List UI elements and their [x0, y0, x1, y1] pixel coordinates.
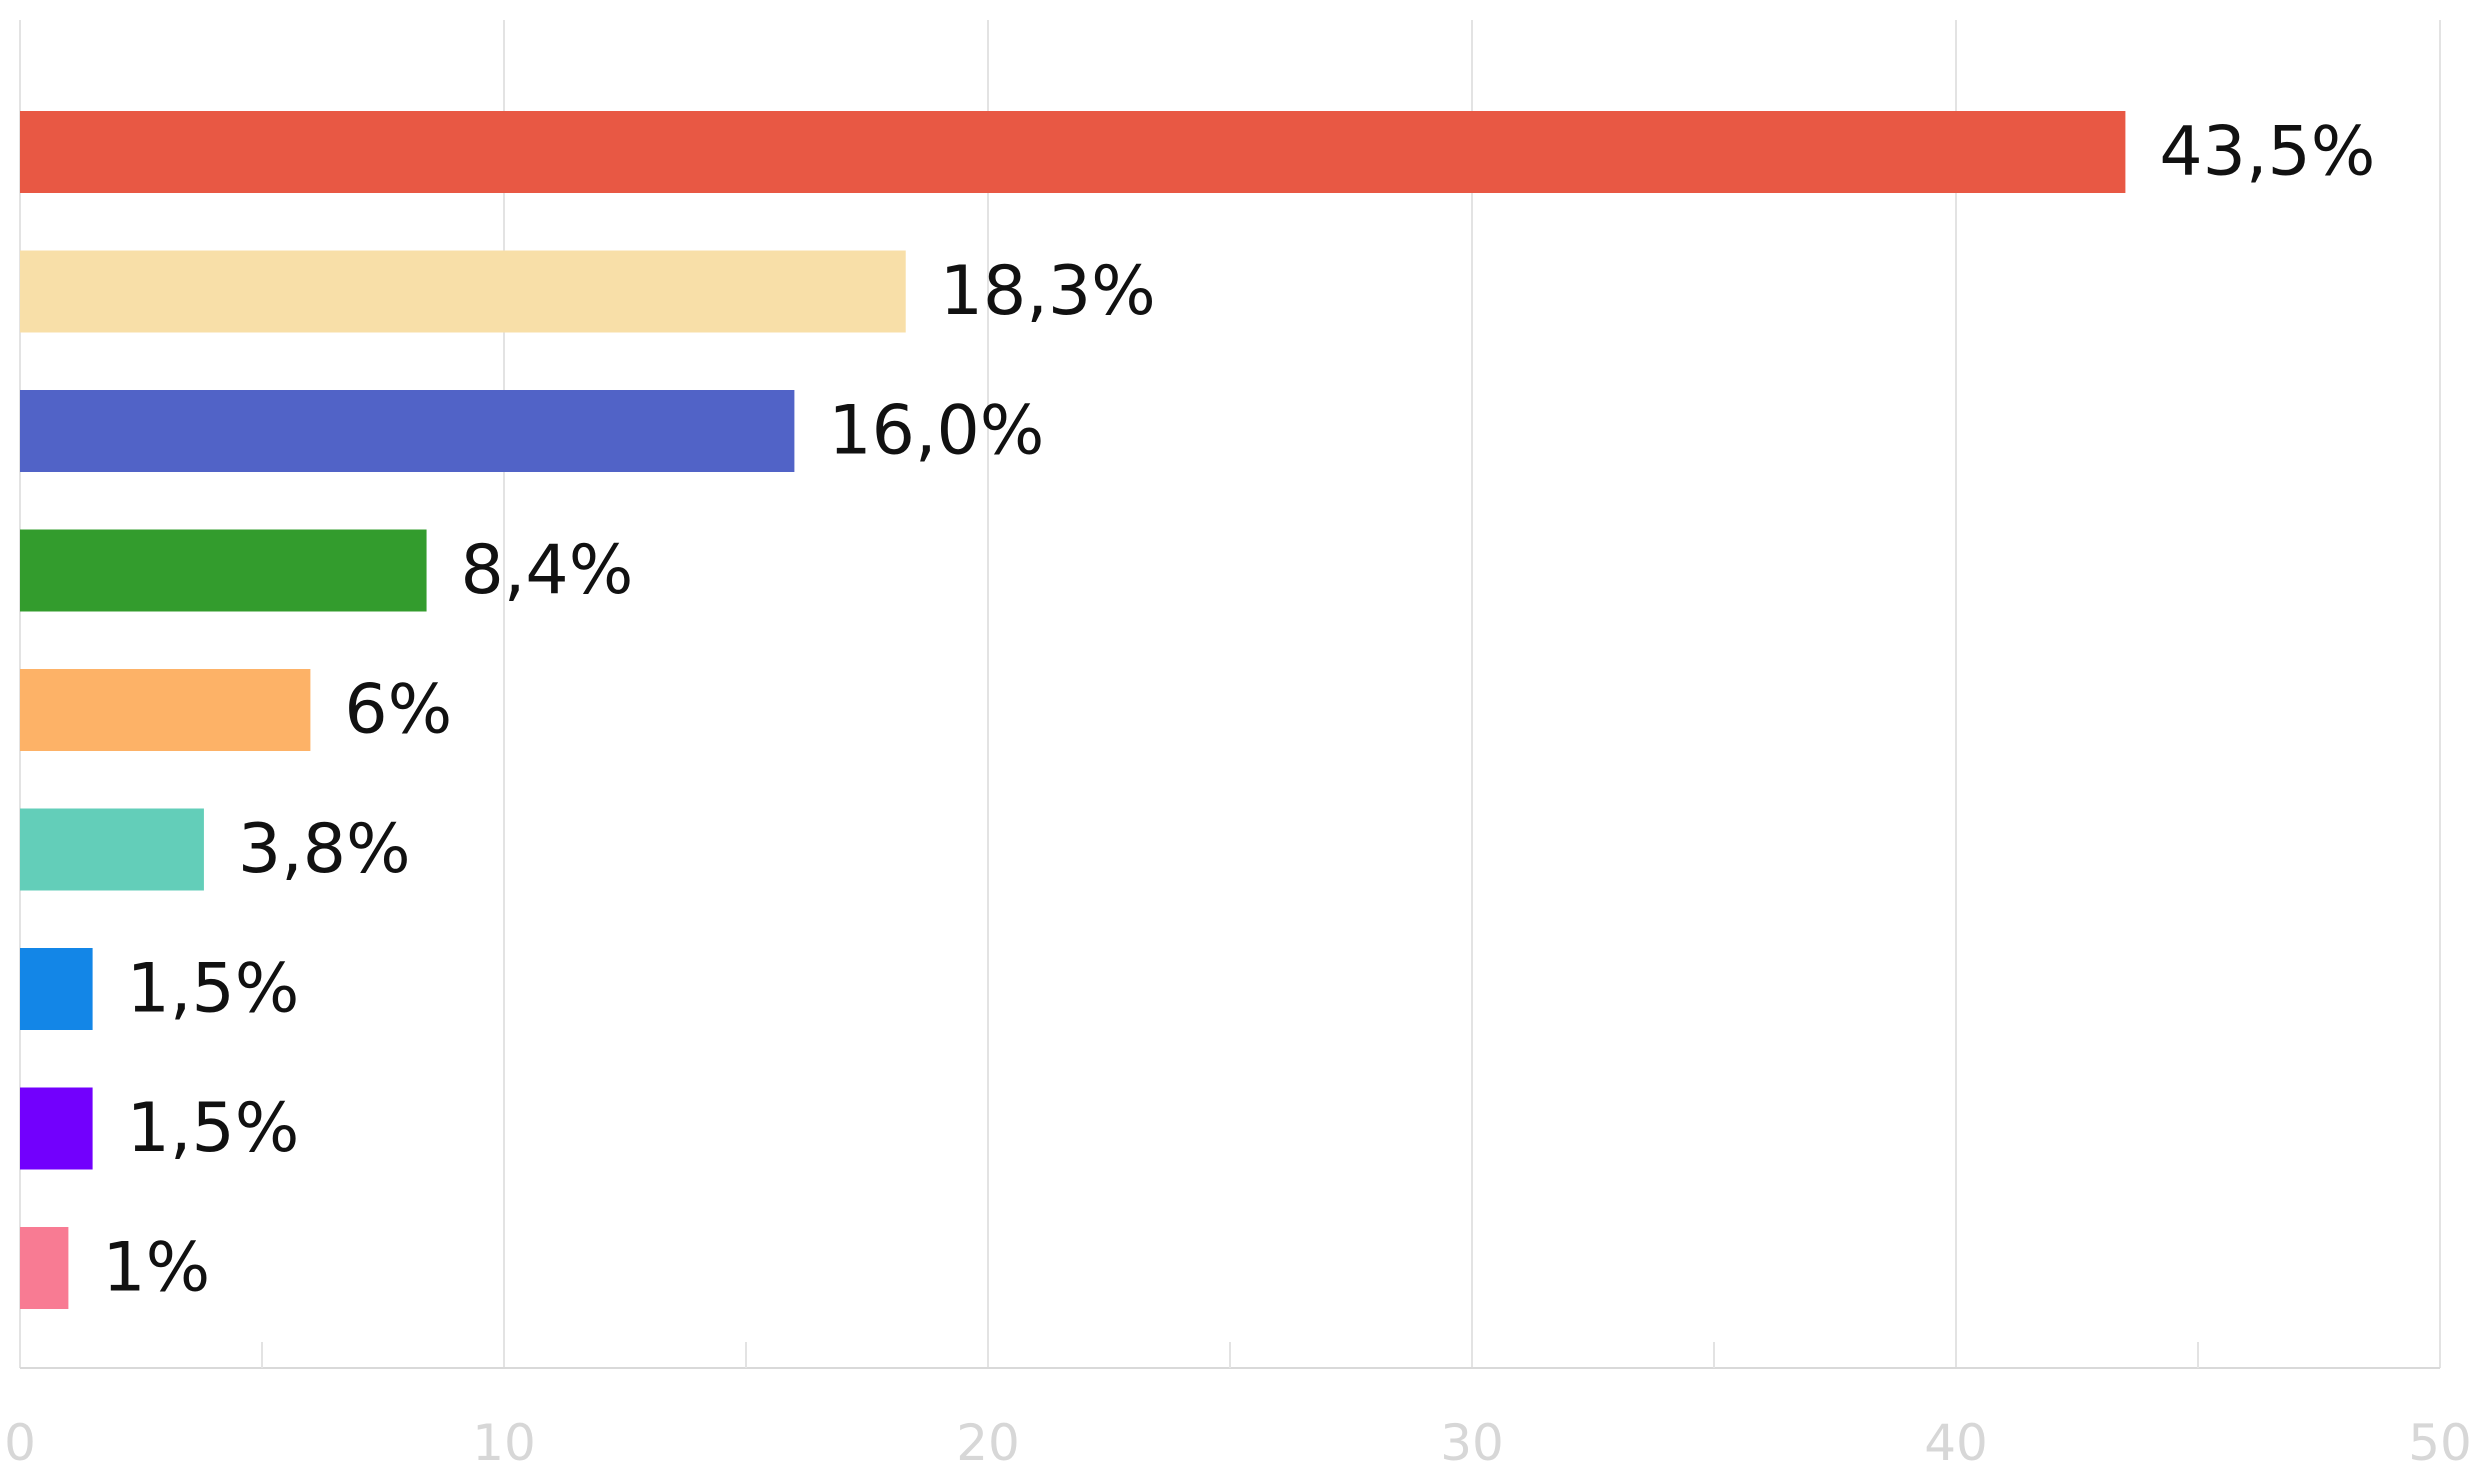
x-axis: 0 10 20 30 40 50 [4, 1342, 2472, 1472]
data-label-3: 8,4% [461, 531, 634, 610]
bar-5 [20, 808, 204, 891]
x-tick-label: 40 [1924, 1414, 1988, 1472]
bar-8 [20, 1227, 69, 1309]
data-label-2: 16,0% [828, 392, 1044, 471]
bar-1 [20, 250, 906, 333]
data-label-1: 18,3% [940, 252, 1156, 331]
data-labels: 43,5% 18,3% 16,0% 8,4%6% 3,8% 1,5% 1,5% 1% [102, 113, 2375, 1308]
x-tick-label: 10 [472, 1414, 536, 1472]
bar-2 [20, 390, 795, 472]
data-label-4: 6% [344, 671, 452, 750]
data-label-8: 1% [102, 1229, 210, 1308]
data-label-5: 3,8% [238, 810, 411, 889]
data-label-0: 43,5% [2159, 113, 2375, 192]
bar-4 [20, 669, 311, 751]
bars [20, 111, 2126, 1309]
data-label-6: 1,5% [127, 950, 300, 1029]
x-tick-label: 20 [956, 1414, 1020, 1472]
bar-6 [20, 948, 93, 1030]
x-tick-label: 50 [2408, 1414, 2472, 1472]
x-tick-label: 30 [1440, 1414, 1504, 1472]
x-tick-label: 0 [4, 1414, 36, 1472]
bar-0 [20, 111, 2126, 193]
bar-3 [20, 529, 427, 612]
data-label-7: 1,5% [127, 1089, 300, 1168]
bar-7 [20, 1087, 93, 1170]
